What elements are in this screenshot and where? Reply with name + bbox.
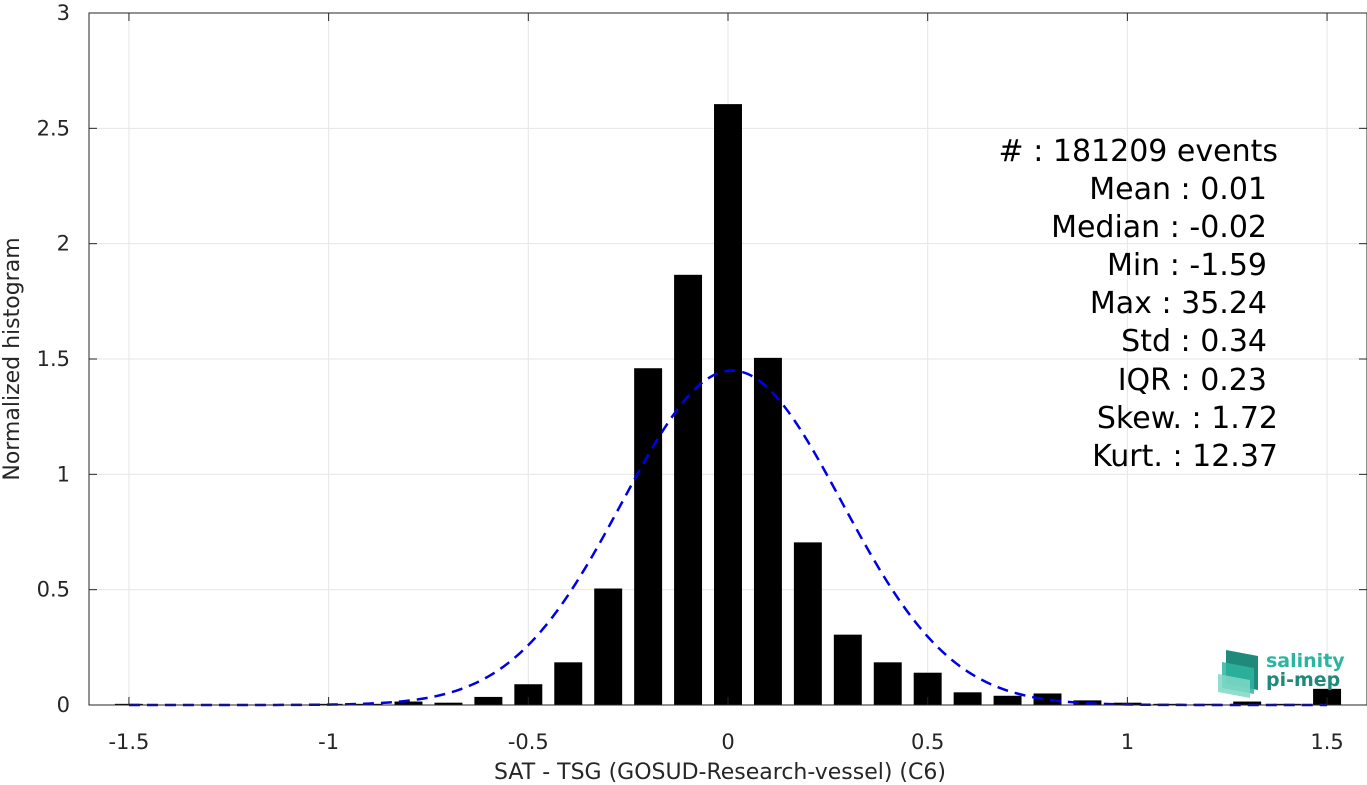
x-tick-label: -1.5 — [108, 730, 149, 754]
y-tick-label: 3 — [57, 1, 70, 25]
stats-line-skew: Skew. : 1.72 — [1097, 401, 1278, 436]
histogram-bar-10 — [674, 274, 703, 705]
histogram-bar-15 — [873, 662, 902, 705]
x-tick-label: 0.5 — [911, 730, 944, 754]
histogram-bar-6 — [514, 684, 543, 705]
histogram-bar-8 — [594, 588, 623, 705]
histogram-bar-24 — [1233, 701, 1262, 705]
x-tick-labels: -1.5 -1 -0.5 0 0.5 1 1.5 — [108, 730, 1343, 754]
histogram-bar-18 — [993, 695, 1022, 705]
axis-ticks — [89, 12, 1367, 706]
logo-line-pimep: pi-mep — [1266, 669, 1340, 691]
x-tick-label: 0 — [721, 730, 734, 754]
y-tick-label: 1 — [57, 462, 70, 486]
histogram-bar-11 — [714, 104, 742, 705]
x-axis-label: SAT - TSG (GOSUD-Research-vessel) (C6) — [494, 760, 946, 785]
stats-line-count: # : 181209 events — [999, 134, 1278, 169]
stats-line-max: Max : 35.24 — [1090, 286, 1267, 321]
x-tick-label: 1 — [1121, 730, 1134, 754]
histogram-bar-9 — [634, 368, 663, 705]
logo-waves-icon — [1218, 650, 1258, 698]
x-tick-label: -1 — [318, 730, 339, 754]
x-tick-label: 1.5 — [1310, 730, 1343, 754]
histogram-bar-7 — [554, 662, 583, 705]
stats-line-iqr: IQR : 0.23 — [1118, 363, 1267, 398]
histogram-bar-5 — [474, 696, 503, 705]
histogram-bar-26 — [1313, 688, 1342, 705]
histogram-bar-4 — [434, 702, 463, 705]
stats-box: # : 181209 events Mean : 0.01 Median : -… — [999, 134, 1278, 474]
histogram-bars — [114, 104, 1342, 705]
histogram-bar-17 — [953, 692, 982, 705]
histogram-bar-13 — [793, 542, 822, 705]
y-tick-label: 2 — [57, 232, 70, 256]
y-tick-labels: 0 0.5 1 1.5 2 2.5 3 — [37, 1, 70, 717]
logo-line-salinity: salinity — [1266, 650, 1345, 672]
stats-line-std: Std : 0.34 — [1121, 324, 1267, 359]
histogram-bar-3 — [394, 701, 423, 705]
stats-line-mean: Mean : 0.01 — [1089, 172, 1267, 207]
histogram-bar-14 — [833, 634, 862, 705]
histogram-bar-12 — [753, 357, 782, 705]
y-tick-label: 1.5 — [37, 347, 70, 371]
x-tick-label: -0.5 — [508, 730, 549, 754]
y-tick-label: 2.5 — [37, 116, 70, 140]
stats-line-min: Min : -1.59 — [1107, 248, 1267, 283]
histogram-bar-19 — [1033, 693, 1062, 705]
y-axis-label: Normalized histogram — [0, 237, 25, 480]
histogram-bar-23 — [1193, 703, 1222, 705]
stats-line-median: Median : -0.02 — [1051, 210, 1267, 245]
y-tick-label: 0.5 — [37, 578, 70, 602]
salinity-pi-mep-logo: salinity pi-mep — [1218, 650, 1345, 698]
y-tick-label: 0 — [57, 693, 70, 717]
stats-line-kurt: Kurt. : 12.37 — [1092, 439, 1278, 474]
